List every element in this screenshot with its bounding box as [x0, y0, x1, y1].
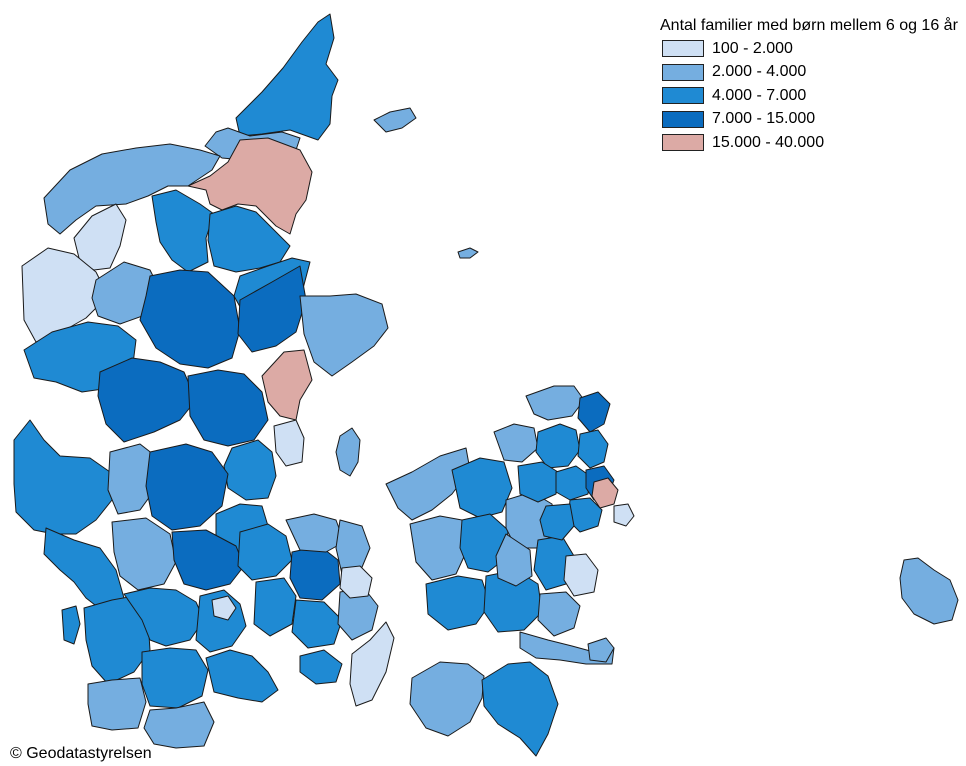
municipality-nyborg — [339, 565, 373, 599]
municipality-hillerod — [535, 423, 581, 469]
municipality-viborg — [139, 269, 241, 369]
municipality-hjorring — [235, 13, 339, 141]
legend-label: 4.000 - 7.000 — [712, 86, 807, 104]
municipality-egedal — [517, 461, 559, 503]
zealand-region — [385, 385, 635, 757]
island-anholt — [457, 247, 479, 259]
municipality-skive — [151, 189, 215, 273]
municipality-varde — [43, 527, 125, 613]
legend-label: 15.000 - 40.000 — [712, 133, 825, 151]
municipality-fredensborg — [577, 429, 609, 469]
municipality-ringkobing — [13, 419, 113, 535]
municipality-vejle — [171, 529, 245, 591]
municipality-silkeborg — [187, 369, 269, 447]
municipality-herning — [97, 357, 197, 443]
municipality-horsens — [145, 443, 229, 531]
municipality-dragoer — [613, 503, 635, 527]
map-legend: Antal familier med børn mellem 6 og 16 å… — [660, 16, 960, 155]
municipality-sonderborg — [205, 649, 279, 703]
legend-label: 100 - 2.000 — [712, 39, 793, 57]
municipality-stevns — [563, 553, 599, 597]
municipality-kerteminde — [335, 519, 371, 575]
municipality-holbaek — [451, 457, 513, 519]
municipality-ikast — [107, 443, 159, 515]
legend-swatch — [662, 40, 704, 58]
municipality-middelfart — [237, 523, 293, 581]
municipality-slagelse — [425, 575, 491, 631]
municipality-aabenraa — [141, 647, 209, 709]
jutland-region — [13, 13, 389, 749]
legend-swatch — [662, 110, 704, 128]
municipality-billund — [111, 517, 177, 591]
municipality-furesoe — [555, 465, 591, 501]
municipality-helsingor — [577, 391, 611, 433]
legend-swatch — [662, 134, 704, 152]
legend-item: 15.000 - 40.000 — [660, 131, 960, 155]
municipality-odder — [273, 419, 305, 467]
municipality-aarhus — [261, 349, 313, 421]
municipality-faxe — [537, 591, 581, 637]
municipality-kalundborg — [409, 515, 469, 581]
island-bornholm — [899, 557, 959, 625]
municipality-nordfyn — [285, 513, 345, 553]
municipality-langeland — [349, 621, 395, 707]
legend-item: 4.000 - 7.000 — [660, 84, 960, 108]
island-region — [61, 107, 959, 645]
municipality-haderslev — [143, 701, 215, 749]
legend-item: 100 - 2.000 — [660, 37, 960, 61]
municipality-aalborg — [187, 137, 313, 235]
copyright-credit: © Geodatastyrelsen — [10, 745, 152, 762]
legend-swatch — [662, 63, 704, 81]
municipality-norddjurs — [299, 293, 389, 377]
municipality-randers — [237, 265, 307, 353]
legend-label: 2.000 - 4.000 — [712, 63, 807, 81]
municipality-greve — [539, 503, 575, 541]
municipality-aero — [299, 649, 343, 685]
legend-swatch — [662, 87, 704, 105]
municipality-tonder — [87, 677, 147, 731]
legend-title: Antal familier med børn mellem 6 og 16 å… — [660, 17, 958, 34]
municipality-gribskov — [525, 385, 585, 421]
island-romo — [211, 595, 237, 621]
island-fano — [61, 605, 81, 645]
legend-label: 7.000 - 15.000 — [712, 110, 816, 128]
municipality-lolland — [409, 661, 485, 737]
legend-item: 2.000 - 4.000 — [660, 61, 960, 85]
municipality-thisted — [43, 143, 221, 235]
municipality-ringsted — [495, 533, 533, 587]
municipality-halsnaes — [493, 423, 539, 463]
legend-item: 7.000 - 15.000 — [660, 108, 960, 132]
funen-region — [237, 513, 395, 707]
municipality-copenhagen — [591, 477, 619, 509]
municipality-assens — [253, 577, 297, 637]
island-samso — [335, 427, 361, 477]
island-laeso — [373, 107, 417, 133]
municipality-mon — [587, 637, 615, 663]
municipality-faaborg — [291, 599, 343, 649]
municipality-odense — [289, 545, 341, 601]
municipality-skanderborg — [223, 439, 277, 501]
municipality-guldborgsund — [481, 661, 559, 757]
